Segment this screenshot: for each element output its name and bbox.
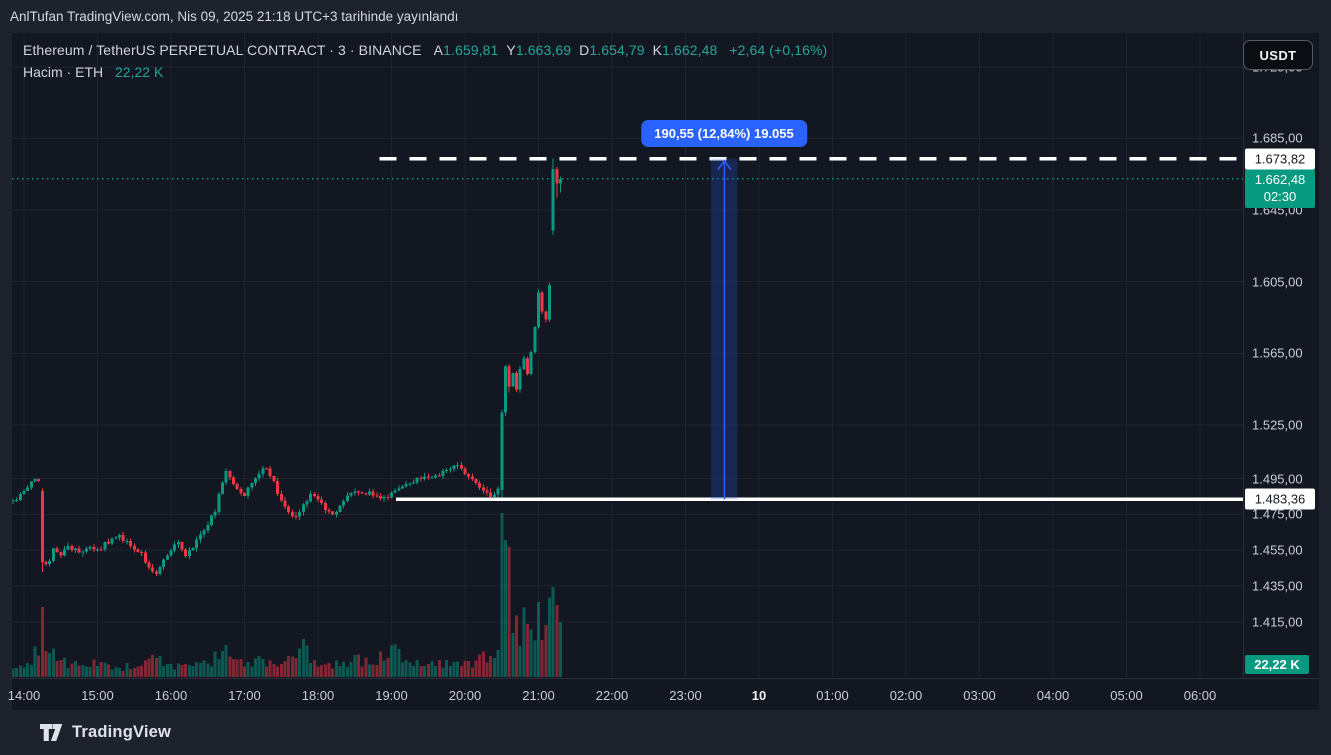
measure-layer	[711, 158, 738, 500]
price-axis-label: 1.685,00	[1252, 130, 1303, 146]
ohlc-letter: Y	[506, 42, 516, 58]
footer-bar: TradingView	[0, 710, 1331, 755]
volume-study-value: 22,22 K	[115, 64, 164, 80]
time-axis-label: 05:00	[1110, 688, 1143, 703]
time-axis-label: 10	[751, 688, 767, 703]
ohlc-value: 1.659,81	[443, 42, 499, 58]
time-axis-label: 17:00	[228, 688, 261, 703]
time-axis-label: 19:00	[375, 688, 408, 703]
time-axis-label: 06:00	[1183, 688, 1217, 703]
time-axis-label: 18:00	[301, 688, 335, 703]
attribution-bar: AnlTufan TradingView.com, Nis 09, 2025 2…	[0, 0, 1331, 33]
time-axis-label: 16:00	[154, 688, 188, 703]
volume-layer	[12, 513, 563, 677]
chart-canvas[interactable]: 190,55 (12,84%) 19.055	[12, 33, 1243, 678]
volume-axis-tag: 22,22 K	[1245, 655, 1309, 674]
currency-toggle-button[interactable]: USDT	[1243, 40, 1313, 70]
symbol-header[interactable]: Ethereum / TetherUS PERPETUAL CONTRACT ·…	[23, 42, 827, 58]
price-axis-label: 1.475,00	[1252, 506, 1303, 522]
price-axis-label: 1.495,00	[1252, 471, 1303, 487]
time-axis-label: 23:00	[669, 688, 702, 703]
price-change: +2,64 (+0,16%)	[729, 42, 828, 58]
time-axis-label: 22:00	[595, 688, 629, 703]
attribution-text: AnlTufan TradingView.com, Nis 09, 2025 2…	[10, 9, 459, 24]
time-axis-label: 20:00	[448, 688, 482, 703]
time-axis-label: 21:00	[522, 688, 555, 703]
ohlc-value: 1.654,79	[589, 42, 645, 58]
ohlc-letter: A	[433, 42, 444, 58]
levels-layer	[12, 156, 1243, 502]
ohlc-values: A1.659,81 Y1.663,69 D1.654,79 K1.662,48	[426, 42, 718, 58]
price-axis[interactable]: 1.725,001.685,001.645,001.605,001.565,00…	[1243, 33, 1320, 678]
ohlc-letter: D	[579, 42, 590, 58]
symbol-title: Ethereum / TetherUS PERPETUAL CONTRACT ·…	[23, 42, 422, 58]
price-axis-label: 1.435,00	[1252, 578, 1303, 594]
tradingview-logo-icon[interactable]	[40, 723, 63, 742]
price-axis-label: 1.565,00	[1252, 345, 1303, 361]
candlestick-chart	[12, 33, 1243, 678]
price-axis-label: 1.525,00	[1252, 417, 1303, 433]
candles-layer	[12, 158, 563, 577]
ohlc-letter: K	[652, 42, 663, 58]
grid-layer	[12, 33, 1243, 678]
time-axis-label: 15:00	[81, 688, 114, 703]
time-axis-label: 02:00	[889, 688, 923, 703]
low-line-price-tag: 1.483,36	[1245, 488, 1315, 510]
volume-header[interactable]: Hacim · ETH 22,22 K	[23, 64, 163, 80]
tradingview-brand[interactable]: TradingView	[72, 723, 172, 741]
last-price-tag: 1.662,48 02:30	[1245, 168, 1315, 208]
time-axis-label: 14:00	[7, 688, 41, 703]
ohlc-value: 1.662,48	[662, 42, 718, 58]
time-axis-label: 03:00	[963, 688, 996, 703]
measure-tooltip[interactable]: 190,55 (12,84%) 19.055	[641, 120, 807, 147]
bar-countdown: 02:30	[1263, 189, 1297, 205]
high-line-price-tag: 1.673,82	[1245, 148, 1315, 169]
time-axis-label: 04:00	[1036, 688, 1070, 703]
volume-study-label: Hacim · ETH	[23, 64, 104, 80]
price-axis-label: 1.455,00	[1252, 542, 1303, 558]
ohlc-value: 1.663,69	[515, 42, 572, 58]
time-axis-label: 01:00	[816, 688, 849, 703]
price-axis-label: 1.605,00	[1252, 274, 1303, 290]
price-axis-label: 1.415,00	[1252, 614, 1303, 630]
time-axis[interactable]: 14:00 15:00 16:00 17:00 18:00 19:00 20:00 21:00…	[8, 678, 1319, 711]
last-price-value: 1.662,48	[1254, 171, 1306, 187]
chart-panel: 190,55 (12,84%) 19.055 Ethereum / Tether…	[8, 33, 1320, 711]
